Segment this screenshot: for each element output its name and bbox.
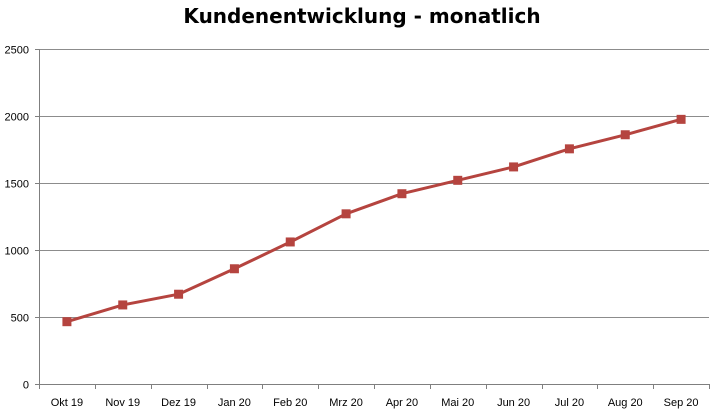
x-tick-label-8: Jun 20 bbox=[497, 397, 530, 409]
axes bbox=[35, 49, 710, 389]
data-point-sep-20 bbox=[676, 114, 686, 124]
x-tick-label-4: Feb 20 bbox=[273, 397, 307, 409]
data-point-apr-20 bbox=[397, 189, 407, 199]
x-tick-label-1: Nov 19 bbox=[105, 397, 140, 409]
y-tick-label-2500: 2500 bbox=[5, 45, 29, 57]
x-tick-label-2: Dez 19 bbox=[161, 397, 196, 409]
data-point-mrz-20 bbox=[341, 209, 351, 219]
data-point-jun-20 bbox=[509, 162, 519, 172]
y-tick-label-1500: 1500 bbox=[5, 179, 29, 191]
series-line-0 bbox=[66, 117, 682, 324]
x-tick-label-10: Aug 20 bbox=[608, 397, 643, 409]
y-tick-label-500: 500 bbox=[11, 313, 29, 325]
x-tick-label-6: Apr 20 bbox=[386, 397, 418, 409]
x-tick-label-11: Sep 20 bbox=[664, 397, 699, 409]
data-point-aug-20 bbox=[620, 130, 630, 140]
chart-title: Kundenentwicklung - monatlich bbox=[183, 4, 541, 28]
y-tick-label-0: 0 bbox=[23, 380, 29, 392]
gridlines bbox=[39, 49, 709, 318]
data-point-okt-19 bbox=[62, 317, 72, 327]
data-point-nov-19 bbox=[118, 300, 128, 310]
data-series bbox=[62, 114, 686, 327]
x-tick-label-7: Mai 20 bbox=[441, 397, 474, 409]
x-tick-label-9: Jul 20 bbox=[555, 397, 584, 409]
x-tick-label-0: Okt 19 bbox=[51, 397, 83, 409]
data-point-jul-20 bbox=[564, 144, 574, 154]
y-tick-label-1000: 1000 bbox=[5, 246, 29, 258]
y-tick-label-2000: 2000 bbox=[5, 112, 29, 124]
data-point-mai-20 bbox=[453, 175, 463, 185]
data-point-feb-20 bbox=[285, 237, 295, 247]
data-point-dez-19 bbox=[174, 289, 184, 299]
x-tick-label-5: Mrz 20 bbox=[329, 397, 363, 409]
y-axis-tick-labels: 0 500 1000 1500 2000 2500 bbox=[5, 45, 29, 392]
data-point-jan-20 bbox=[229, 264, 239, 274]
x-axis-tick-labels: Okt 19 Nov 19 Dez 19 Jan 20 Feb 20 Mrz 20 Apr … bbox=[51, 397, 699, 409]
x-tick-label-3: Jan 20 bbox=[218, 397, 251, 409]
